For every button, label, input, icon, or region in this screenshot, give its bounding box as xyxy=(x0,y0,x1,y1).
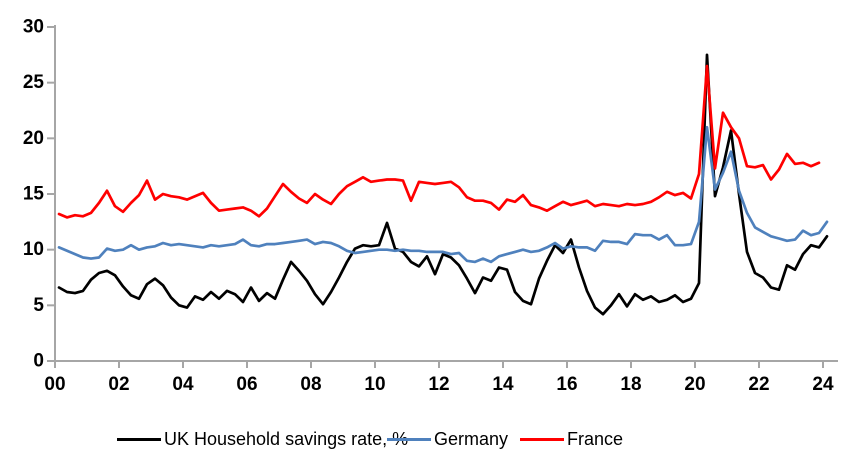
legend-item-germany: Germany xyxy=(387,428,508,450)
x-tick-label: 18 xyxy=(620,374,641,395)
y-tick-label: 5 xyxy=(33,295,44,316)
y-tick-label: 10 xyxy=(23,239,44,260)
x-tick-label: 02 xyxy=(108,374,129,395)
y-tick-label: 15 xyxy=(23,184,45,205)
x-tick-label: 24 xyxy=(812,374,834,395)
legend-line-uk xyxy=(117,437,161,441)
y-tick-label: 0 xyxy=(33,351,44,372)
x-tick-label: 12 xyxy=(428,374,449,395)
x-tick-label: 16 xyxy=(556,374,577,395)
series-line-france xyxy=(57,64,821,219)
legend-label-france: France xyxy=(567,429,624,449)
x-tick-label: 22 xyxy=(748,374,769,395)
x-tick-label: 04 xyxy=(172,374,194,395)
legend-line-germany xyxy=(387,437,431,441)
y-tick-label: 20 xyxy=(23,128,44,149)
legend-label-uk: UK Household savings rate, % xyxy=(164,429,409,449)
series-line-germany xyxy=(57,125,829,264)
y-tick-label: 30 xyxy=(23,17,44,38)
series-line-uk-household-savings-rate xyxy=(57,53,829,316)
x-tick-label: 20 xyxy=(684,374,705,395)
legend-item-uk: UK Household savings rate, % xyxy=(117,428,408,450)
x-tick-label: 14 xyxy=(492,374,514,395)
x-tick-label: 10 xyxy=(364,374,385,395)
x-tick-label: 08 xyxy=(300,374,321,395)
x-tick-label: 06 xyxy=(236,374,257,395)
legend-label-germany: Germany xyxy=(434,429,509,449)
y-tick-label: 25 xyxy=(23,72,45,93)
legend-item-france: France xyxy=(520,428,623,450)
legend-line-france xyxy=(520,437,564,441)
x-tick-label: 00 xyxy=(44,374,65,395)
